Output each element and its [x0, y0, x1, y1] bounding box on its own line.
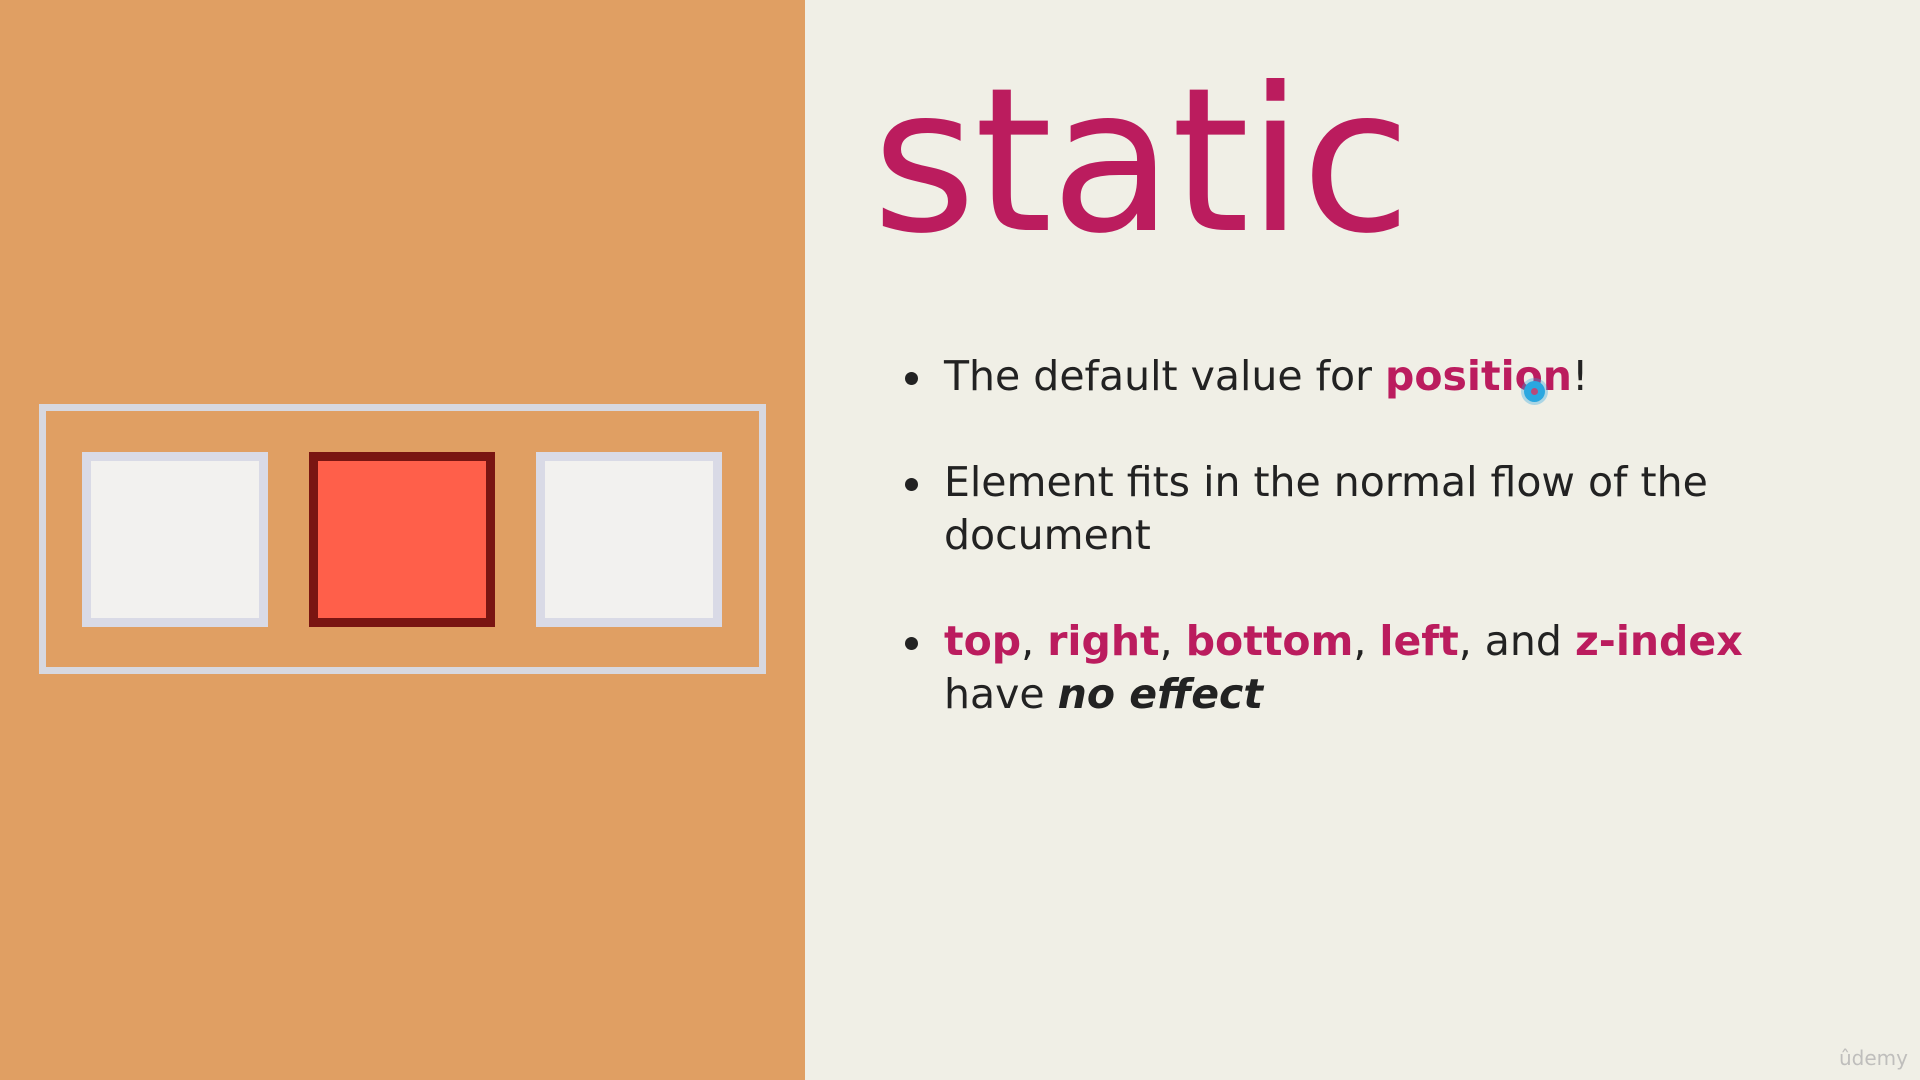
bullet-text: The default value for	[944, 352, 1386, 400]
container-box	[39, 404, 766, 674]
bullet-text: ,	[1159, 617, 1186, 665]
keyword-top: top	[944, 617, 1022, 665]
keyword-left: left	[1379, 617, 1459, 665]
bullet-text: have	[944, 670, 1058, 718]
bullet-text: !	[1572, 352, 1589, 400]
static-box-1	[82, 452, 268, 627]
bullet-item: The default value for position!	[905, 350, 1825, 403]
bullet-text: ,	[1353, 617, 1380, 665]
bullet-text: , and	[1458, 617, 1575, 665]
udemy-watermark: ûdemy	[1839, 1046, 1908, 1070]
keyword-bottom: bottom	[1185, 617, 1354, 665]
keyword-right: right	[1047, 617, 1160, 665]
content-panel	[805, 0, 1920, 1080]
emphasis-no-effect: no effect	[1057, 670, 1263, 718]
bullet-item: top, right, bottom, left, and z-index ha…	[905, 615, 1825, 721]
slide-title: static	[872, 45, 1411, 278]
bullet-item: Element fits in the normal flow of the d…	[905, 456, 1825, 562]
bullet-list: The default value for position! Element …	[905, 350, 1825, 774]
bullet-text: Element fits in the normal flow of the d…	[944, 458, 1708, 559]
bullet-text: ,	[1021, 617, 1048, 665]
keyword-z-index: z-index	[1574, 617, 1743, 665]
static-box-3	[536, 452, 722, 627]
static-box-highlighted	[309, 452, 495, 627]
pointer-cursor-icon	[1524, 381, 1545, 402]
